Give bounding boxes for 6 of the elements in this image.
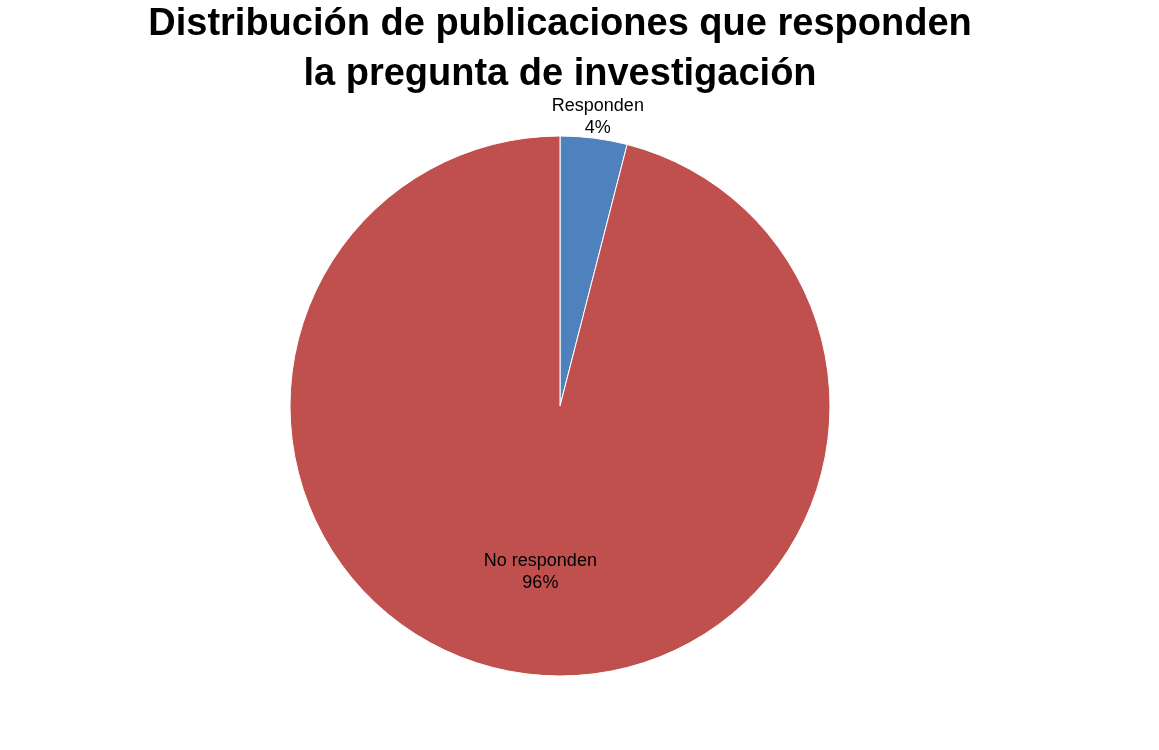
data-label: 4%	[584, 117, 611, 138]
slice-label: Responden	[551, 95, 644, 116]
chart-title: Distribución de publicaciones que responden la pregunta de investigación	[148, 1, 972, 94]
pie-slice	[289, 135, 831, 676]
slice-label: No responden	[483, 550, 597, 571]
data-label: 96%	[522, 572, 559, 593]
